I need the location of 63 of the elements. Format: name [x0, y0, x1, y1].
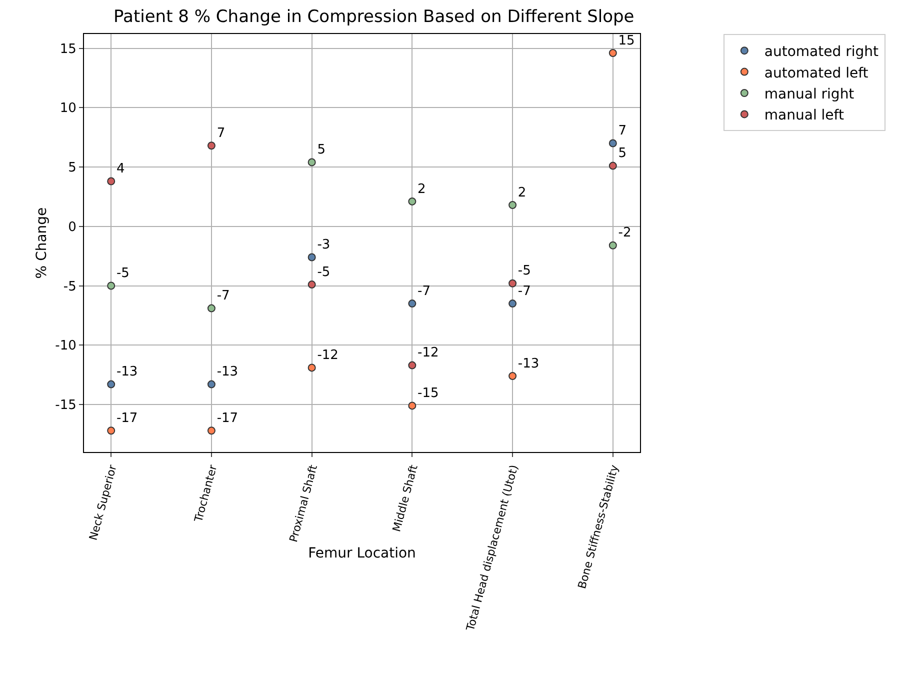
data-label: -15 — [418, 386, 439, 402]
data-label: 5 — [317, 142, 326, 158]
legend-label: automated right — [764, 44, 879, 60]
point — [508, 372, 517, 380]
point — [207, 304, 216, 312]
y-tick-label: -15 — [55, 398, 76, 414]
y-tick-label: 0 — [68, 220, 76, 235]
point — [207, 380, 216, 388]
x-axis-title: Femur Location — [308, 546, 416, 562]
data-label: 2 — [518, 185, 526, 200]
data-label: -7 — [518, 284, 531, 299]
point — [107, 177, 116, 186]
data-label: 4 — [116, 162, 125, 177]
point — [408, 361, 416, 370]
y-tick-label: 5 — [68, 160, 76, 176]
y-tick-label: -5 — [63, 279, 76, 294]
data-label: -12 — [418, 346, 439, 361]
data-label: 7 — [618, 124, 627, 139]
point — [608, 241, 617, 250]
y-tick-label: -10 — [55, 338, 76, 354]
point — [508, 201, 517, 209]
legend-label: manual right — [764, 86, 855, 102]
point — [308, 253, 316, 262]
point — [207, 142, 216, 150]
point — [408, 402, 416, 410]
data-label: -5 — [317, 264, 330, 280]
point — [308, 364, 316, 372]
data-label: 5 — [618, 146, 627, 162]
point — [207, 426, 216, 435]
point — [408, 300, 416, 308]
legend-label: automated left — [764, 65, 869, 82]
data-label: 2 — [418, 182, 426, 197]
point — [107, 282, 116, 290]
data-label: -12 — [317, 348, 338, 364]
data-label: -5 — [518, 264, 531, 279]
data-label: -13 — [216, 364, 238, 380]
chart-title: Patient 8 % Change in Compression Based on Different Slope — [114, 7, 634, 28]
y-axis-title: % Change — [34, 207, 50, 279]
data-label: -13 — [116, 364, 138, 380]
point — [608, 139, 617, 148]
data-label: -17 — [116, 410, 138, 426]
point — [308, 158, 316, 166]
data-label: -13 — [518, 356, 540, 372]
point — [308, 280, 316, 289]
data-label: 7 — [216, 126, 226, 141]
point — [508, 300, 517, 308]
data-label: -7 — [418, 284, 431, 299]
data-label: -5 — [116, 266, 130, 282]
point — [608, 49, 617, 57]
x-tick-label: Middle Shaft — [390, 462, 421, 534]
data-label: -3 — [317, 238, 330, 253]
y-tick-label: 10 — [60, 101, 76, 116]
y-tick-label: 15 — [60, 42, 76, 57]
data-label: 15 — [618, 33, 635, 48]
point — [107, 426, 116, 435]
data-label: -7 — [216, 288, 230, 304]
point — [107, 380, 116, 388]
point — [608, 162, 617, 170]
data-label: -17 — [216, 410, 238, 426]
data-label: -2 — [618, 226, 632, 241]
legend-label: manual left — [764, 108, 844, 124]
point — [408, 197, 416, 206]
point — [508, 279, 517, 288]
